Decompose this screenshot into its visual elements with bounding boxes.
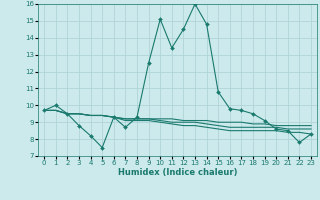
X-axis label: Humidex (Indice chaleur): Humidex (Indice chaleur) (118, 168, 237, 177)
